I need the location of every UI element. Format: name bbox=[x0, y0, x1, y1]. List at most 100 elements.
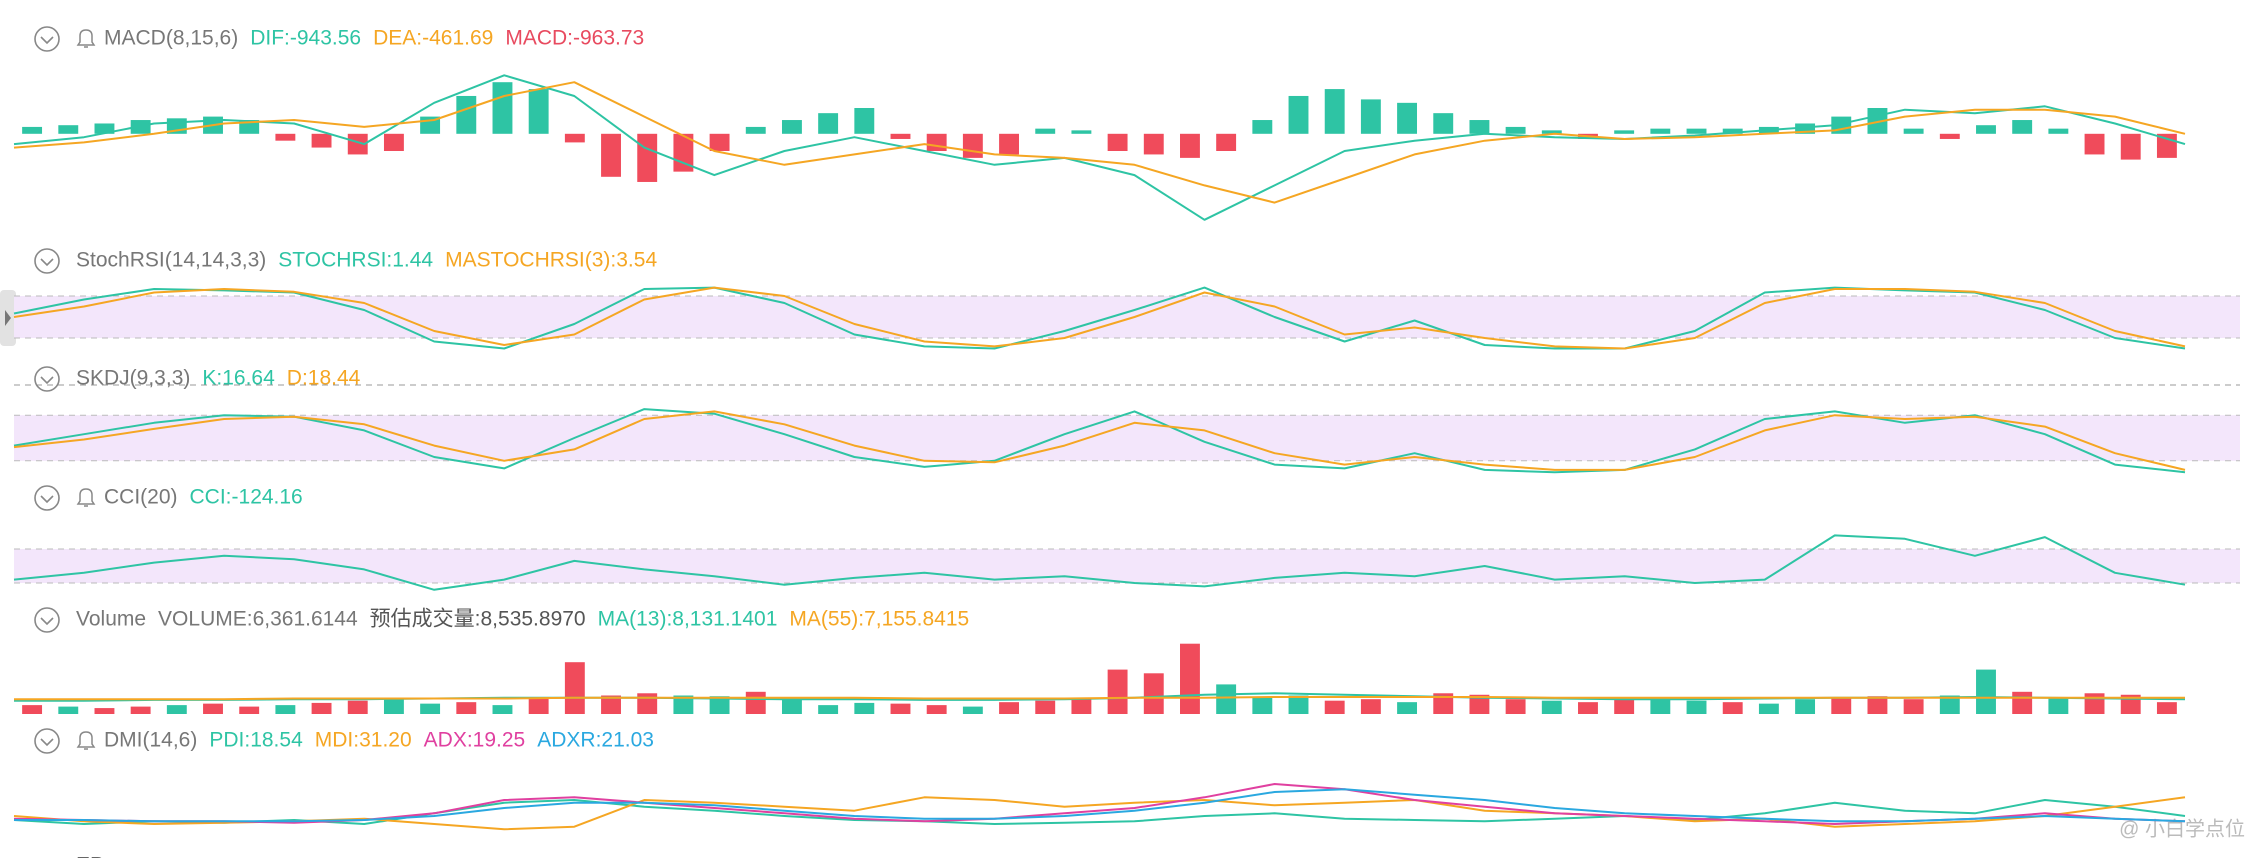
collapse-chevron bbox=[40, 617, 54, 626]
bar bbox=[1397, 702, 1418, 714]
indicator-line bbox=[13, 286, 2186, 350]
bar bbox=[926, 133, 947, 151]
bar bbox=[1288, 95, 1309, 134]
bar bbox=[528, 697, 549, 714]
collapse-button[interactable] bbox=[34, 366, 60, 392]
indicator-value: K:16.64 bbox=[202, 367, 275, 390]
bar bbox=[1360, 99, 1381, 134]
next-panel-title: EP bbox=[76, 854, 104, 858]
bar bbox=[1939, 695, 1960, 714]
collapse-button[interactable] bbox=[34, 248, 60, 274]
bar bbox=[2012, 691, 2033, 714]
bar bbox=[1143, 673, 1164, 714]
bar bbox=[709, 133, 730, 151]
indicator-value: DIF:-943.56 bbox=[250, 27, 361, 50]
bar bbox=[239, 706, 260, 714]
bar bbox=[22, 705, 43, 714]
bar bbox=[1469, 694, 1490, 714]
bar bbox=[1433, 113, 1454, 134]
bar bbox=[637, 133, 658, 182]
panel-title: MACD(8,15,6) bbox=[104, 27, 238, 50]
bar bbox=[745, 691, 766, 714]
bar bbox=[1288, 695, 1309, 714]
bar bbox=[1650, 699, 1671, 714]
bar bbox=[673, 695, 694, 714]
indicator-line bbox=[14, 788, 2186, 823]
bar bbox=[564, 662, 585, 714]
bar bbox=[528, 89, 549, 134]
collapse-button[interactable] bbox=[34, 728, 60, 754]
indicator-value: MA(55):7,155.8415 bbox=[789, 608, 969, 631]
bar bbox=[1071, 699, 1092, 714]
indicator-value: STOCHRSI:1.44 bbox=[278, 249, 433, 272]
indicator-line bbox=[14, 696, 2185, 701]
indicator-line bbox=[13, 74, 2186, 221]
bar bbox=[1939, 133, 1960, 139]
bar bbox=[818, 113, 839, 134]
indicator-value: ADX:19.25 bbox=[424, 729, 526, 752]
bar bbox=[1252, 120, 1273, 134]
bar bbox=[745, 126, 766, 134]
indicator-value: VOLUME:6,361.6144 bbox=[158, 608, 358, 631]
indicator-line bbox=[13, 534, 2186, 591]
panel-title: Volume bbox=[76, 608, 146, 631]
bar bbox=[1867, 696, 1888, 714]
bell-icon[interactable] bbox=[76, 488, 96, 507]
bell-icon[interactable] bbox=[76, 731, 96, 750]
band bbox=[14, 549, 2240, 583]
bar bbox=[94, 123, 115, 134]
bar bbox=[94, 708, 115, 714]
collapse-chevron bbox=[40, 738, 54, 747]
bar bbox=[1107, 133, 1128, 151]
indicator-value: MA(13):8,131.1401 bbox=[598, 608, 778, 631]
bar bbox=[275, 705, 296, 714]
collapse-chevron bbox=[40, 376, 54, 385]
bar bbox=[1795, 123, 1816, 134]
indicator-value: D:18.44 bbox=[287, 367, 361, 390]
bar bbox=[999, 702, 1019, 714]
bar bbox=[781, 699, 802, 714]
bar bbox=[709, 696, 730, 714]
bar bbox=[1758, 703, 1779, 714]
bar bbox=[1831, 697, 1852, 714]
bar bbox=[1324, 89, 1345, 134]
bar bbox=[2084, 693, 2105, 714]
collapse-chevron bbox=[40, 36, 54, 45]
band bbox=[14, 296, 2240, 338]
bell-icon[interactable] bbox=[76, 29, 96, 48]
bar bbox=[2120, 133, 2141, 160]
bar bbox=[1035, 128, 1056, 134]
panel-title: SKDJ(9,3,3) bbox=[76, 367, 190, 390]
bar bbox=[1541, 700, 1562, 714]
bar bbox=[22, 126, 43, 134]
indicator-value: MASTOCHRSI(3):3.54 bbox=[445, 249, 657, 272]
bar bbox=[781, 120, 802, 134]
bar bbox=[130, 706, 151, 714]
bar bbox=[999, 133, 1019, 155]
bar bbox=[311, 133, 332, 148]
bar bbox=[854, 702, 875, 714]
collapse-button[interactable] bbox=[34, 26, 60, 52]
bar bbox=[1107, 669, 1128, 714]
bar bbox=[1686, 700, 1707, 714]
bar bbox=[383, 133, 404, 151]
bar bbox=[962, 133, 983, 158]
bar bbox=[383, 699, 404, 714]
indicator-value: 预估成交量:8,535.8970 bbox=[370, 608, 586, 631]
bar bbox=[58, 706, 79, 714]
bar bbox=[1505, 126, 1526, 134]
bar bbox=[1143, 133, 1164, 155]
bar bbox=[564, 133, 585, 143]
collapse-button[interactable] bbox=[34, 485, 60, 511]
collapse-button[interactable] bbox=[34, 607, 60, 633]
bar bbox=[1216, 684, 1237, 714]
bar bbox=[1216, 133, 1237, 151]
bar bbox=[1324, 700, 1345, 714]
indicator-value: CCI:-124.16 bbox=[190, 486, 303, 509]
indicator-value: MACD:-963.73 bbox=[505, 27, 644, 50]
bar bbox=[311, 702, 332, 714]
bar bbox=[673, 133, 694, 172]
bar bbox=[2012, 120, 2033, 134]
bar bbox=[1903, 128, 1924, 134]
